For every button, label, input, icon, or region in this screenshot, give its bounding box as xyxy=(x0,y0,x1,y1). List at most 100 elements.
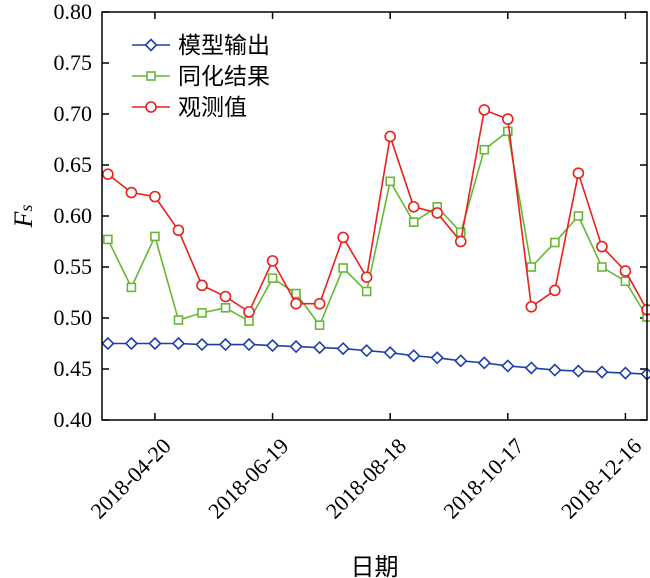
data-point xyxy=(384,130,396,143)
data-point xyxy=(501,359,515,373)
data-point xyxy=(195,337,209,352)
data-point xyxy=(360,344,374,358)
data-point xyxy=(430,351,444,365)
data-point xyxy=(407,349,421,363)
data-point xyxy=(572,167,585,179)
data-point xyxy=(431,207,444,219)
data-point xyxy=(595,365,609,379)
data-point xyxy=(313,297,326,310)
x-tick-label: 2018-04-20 xyxy=(86,433,176,523)
y-tick-label: 0.80 xyxy=(54,0,93,24)
data-point xyxy=(337,231,349,244)
x-axis-ticks: 2018-04-20 2018-06-19 2018-08-18 2018-10-17… xyxy=(86,12,646,523)
legend-item-observed: 观测值 xyxy=(132,95,247,121)
data-point xyxy=(641,304,650,316)
data-point xyxy=(619,265,632,277)
y-axis-ticks: 0.40 0.45 0.50 0.55 0.60 0.65 0.70 0.75 0.80 xyxy=(54,0,647,432)
data-point xyxy=(265,338,280,353)
legend-item-model-output: 模型输出 xyxy=(132,33,270,59)
data-point xyxy=(124,336,139,351)
data-point xyxy=(312,340,327,355)
data-point xyxy=(196,279,208,292)
legend-marker xyxy=(146,71,156,81)
data-point xyxy=(171,336,186,351)
data-point xyxy=(361,286,372,297)
data-point xyxy=(550,237,560,248)
data-point xyxy=(125,186,138,199)
legend-item-assimilation: 同化结果 xyxy=(132,64,270,90)
series-line xyxy=(107,129,648,327)
data-point xyxy=(172,224,185,237)
y-tick-label: 0.75 xyxy=(54,50,93,75)
x-tick-label: 2018-08-18 xyxy=(321,433,411,523)
data-point xyxy=(502,113,514,125)
data-point xyxy=(267,273,278,284)
data-point xyxy=(103,234,113,245)
data-point xyxy=(383,346,397,360)
data-point xyxy=(618,366,633,380)
y-tick-label: 0.70 xyxy=(54,101,93,126)
data-point xyxy=(219,290,232,303)
data-point xyxy=(242,337,256,352)
data-point xyxy=(524,361,538,375)
data-point xyxy=(314,320,325,330)
x-axis-label: 日期 xyxy=(351,553,399,578)
data-point xyxy=(525,300,538,313)
data-point xyxy=(173,315,184,325)
series-line xyxy=(107,342,648,375)
data-point xyxy=(126,282,137,293)
series-assimilation xyxy=(103,126,650,330)
data-point xyxy=(266,255,279,267)
y-tick-label: 0.60 xyxy=(54,203,93,228)
data-point xyxy=(150,231,160,242)
data-point xyxy=(454,354,468,368)
data-point xyxy=(385,176,395,187)
plot-frame xyxy=(101,11,648,421)
y-tick-label: 0.45 xyxy=(54,356,93,381)
data-point xyxy=(149,190,161,203)
legend-marker xyxy=(144,38,158,52)
data-point xyxy=(360,271,373,284)
y-tick-label: 0.40 xyxy=(54,407,93,432)
data-point xyxy=(197,308,207,318)
data-point xyxy=(503,126,513,137)
data-point xyxy=(640,367,650,381)
data-point xyxy=(549,284,561,297)
series-model-output xyxy=(101,336,650,381)
data-point xyxy=(243,306,255,318)
y-tick-label: 0.50 xyxy=(54,305,93,330)
series-layer xyxy=(101,104,650,381)
data-point xyxy=(291,288,301,299)
data-point xyxy=(454,235,467,248)
data-point xyxy=(548,363,562,377)
data-point xyxy=(338,263,348,273)
legend-label: 模型输出 xyxy=(178,33,270,59)
data-point xyxy=(102,168,114,180)
legend-label: 观测值 xyxy=(178,95,247,121)
data-point xyxy=(597,262,607,272)
y-tick-label: 0.55 xyxy=(54,254,93,279)
data-point xyxy=(407,201,420,213)
data-point xyxy=(218,337,233,352)
data-point xyxy=(571,364,586,378)
x-tick-label: 2018-10-17 xyxy=(438,433,528,523)
series-line xyxy=(107,108,648,314)
legend-marker xyxy=(145,101,157,113)
data-point xyxy=(148,336,162,351)
y-tick-label: 0.65 xyxy=(54,152,93,177)
data-point xyxy=(596,240,608,253)
data-point xyxy=(290,297,302,310)
data-point xyxy=(101,336,115,351)
x-tick-label: 2018-06-19 xyxy=(203,433,293,523)
data-point xyxy=(620,276,631,287)
series-observed xyxy=(102,104,650,318)
data-point xyxy=(289,339,303,354)
data-point xyxy=(478,104,491,116)
x-tick-label: 2018-12-16 xyxy=(556,433,646,523)
legend-label: 同化结果 xyxy=(178,64,270,90)
data-point xyxy=(244,316,254,326)
data-point xyxy=(526,262,537,272)
data-point xyxy=(573,211,584,221)
